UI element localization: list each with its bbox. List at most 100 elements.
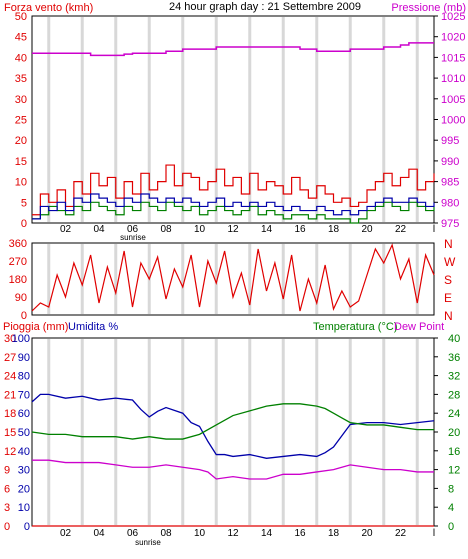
hour-tick-label: 04 [93,528,105,539]
compass-label: S [444,273,452,287]
hour-tick-label: 10 [194,528,206,539]
wind-tick-label: 20 [15,135,27,147]
wind-tick-label: 5 [21,197,27,209]
humidity-y-ticks: 0 10 20 30 40 50 60 70 80 90 100 [12,333,30,533]
direction-tick-label: 360 [9,238,27,250]
hour-tick-label: 22 [395,224,407,235]
temperature-tick-label: 24 [448,408,460,420]
direction-tick-label: 0 [21,310,27,322]
hour-tick-label: 20 [361,224,373,235]
hour-tick-label: 02 [60,224,72,235]
series-dew-point [32,459,434,480]
direction-tick-label: 180 [9,274,27,286]
climate-sunrise-label: sunrise [135,538,161,547]
temperature-tick-label: 40 [448,333,460,345]
series-forza-vento [32,164,435,216]
rain-tick-label: 0 [4,521,10,533]
hour-tick-label: l [433,224,435,235]
rain-tick-label: 27 [4,352,16,364]
hour-tick-label: 20 [361,528,373,539]
direction-series [31,243,435,312]
wind-tick-label: 10 [15,177,27,189]
hour-tick-label: 08 [160,224,172,235]
wind-plot-frame [31,15,435,224]
temperature-tick-label: 36 [448,352,460,364]
pressure-tick-label: 1000 [441,115,465,127]
humidity-tick-label: 30 [18,465,30,477]
humidity-tick-label: 70 [18,389,30,401]
hour-tick-label: 06 [127,224,139,235]
dew-axis-label: Dew Point [394,321,444,333]
hour-tick-label: 04 [93,224,105,235]
hour-tick-label: 06 [127,528,139,539]
pressure-tick-label: 980 [441,197,459,209]
pressure-tick-label: 1020 [441,32,465,44]
rain-tick-label: 3 [4,502,10,514]
hour-tick-label: 02 [60,528,72,539]
climate-vertical-gridlines [47,339,419,525]
rain-tick-label: 6 [4,483,10,495]
hour-tick-label: 16 [294,224,306,235]
hour-tick-label: 12 [227,224,239,235]
wind-sunrise-label: sunrise [120,233,146,242]
rain-tick-label: 12 [4,446,16,458]
humidity-tick-label: 90 [18,352,30,364]
temperature-tick-label: 0 [448,521,454,533]
series-pressione [32,42,434,57]
hour-tick-label: l [433,528,435,539]
series-raffica [32,201,435,224]
direction-y-ticks: 0 90 180 270 360 [9,238,27,322]
compass-label: E [444,291,452,305]
climate-plot-frame [31,337,435,527]
hour-tick-label: 16 [294,528,306,539]
hour-tick-label: 18 [328,224,340,235]
temperature-y-ticks: 0 4 8 12 16 20 24 28 32 36 40 [434,333,460,533]
rain-tick-label: 30 [4,333,16,345]
humidity-tick-label: 0 [24,521,30,533]
chart-title: 24 hour graph day : 21 Settembre 2009 [169,1,361,13]
pressure-axis-label: Pressione (mb) [391,2,466,14]
direction-tick-label: 270 [9,256,27,268]
temperature-tick-label: 32 [448,371,460,383]
hour-tick-label: 10 [194,224,206,235]
wind-tick-label: 40 [15,52,27,64]
wind-x-ticks: 02 04 06 08 10 12 14 16 18 20 22 l [60,224,435,235]
pressure-tick-label: 975 [441,218,459,230]
wind-y-ticks: 0 5 10 15 20 25 30 35 40 45 50 [15,11,27,230]
wind-axis-label: Forza vento (kmh) [4,2,93,14]
compass-label: N [444,309,453,323]
wind-tick-label: 45 [15,32,27,44]
humidity-tick-label: 40 [18,446,30,458]
pressure-tick-label: 990 [441,156,459,168]
hour-tick-label: 14 [261,528,273,539]
temperature-tick-label: 20 [448,427,460,439]
pressure-tick-label: 1005 [441,94,465,106]
temperature-axis-label: Temperatura (°C) [313,321,397,333]
rain-tick-label: 21 [4,389,16,401]
pressure-tick-label: 985 [441,177,459,189]
temperature-tick-label: 28 [448,389,460,401]
rain-tick-label: 24 [4,371,16,383]
humidity-tick-label: 10 [18,502,30,514]
humidity-tick-label: 60 [18,408,30,420]
hour-tick-label: 12 [227,528,239,539]
humidity-axis-label: Umidita % [68,321,118,333]
pressure-tick-label: 1025 [441,11,465,23]
hour-tick-label: 14 [261,224,273,235]
hour-tick-label: 22 [395,528,407,539]
wind-tick-label: 15 [15,156,27,168]
rain-y-ticks: 0 3 6 9 12 15 18 21 24 27 30 [4,333,16,533]
wind-tick-label: 35 [15,73,27,85]
humidity-tick-label: 50 [18,427,30,439]
wind-tick-label: 0 [21,218,27,230]
compass-label: W [444,255,456,269]
wind-series [32,42,435,224]
humidity-tick-label: 100 [12,333,30,345]
compass-label: N [444,237,453,251]
temperature-tick-label: 4 [448,502,454,514]
